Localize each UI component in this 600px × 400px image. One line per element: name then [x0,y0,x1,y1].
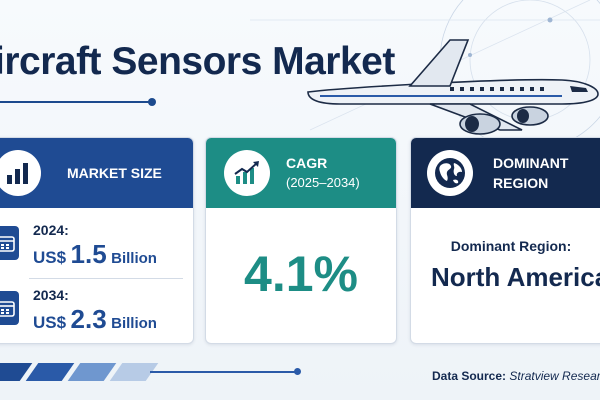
dominant-region-card: DOMINANT REGION Dominant Region: North A… [410,137,600,344]
value-number: 1.5 [70,239,107,269]
region-heading-line1: DOMINANT [493,155,569,171]
cagr-value: 4.1% [244,246,358,302]
globe-icon [427,150,473,196]
cagr-card: CAGR (2025–2034) 4.1% [205,137,397,344]
year-label: 2024: [33,222,69,238]
year-label: 2034: [33,287,69,303]
source-label: Data Source: [432,369,507,383]
region-label: Dominant Region: [450,238,572,254]
footer-line [150,371,296,373]
title-underline-dot [148,98,156,106]
market-size-row-2024: 2024: US$ 1.5 Billion [0,216,193,276]
region-heading-line2: REGION [493,175,549,191]
market-size-card: MARKET SIZE 2024: US$ 1.5 Billion [0,137,194,344]
cagr-heading-block: CAGR (2025–2034) [286,153,360,193]
market-size-header: MARKET SIZE [0,138,193,208]
row-divider [29,278,183,279]
cagr-header: CAGR (2025–2034) [206,138,396,208]
cagr-period: (2025–2034) [286,175,360,190]
cagr-heading: CAGR [286,155,328,171]
market-value: US$ 2.3 Billion [33,304,157,335]
calendar-icon [0,226,19,260]
dominant-region-header: DOMINANT REGION [411,138,600,208]
title-underline [0,101,152,103]
region-value: North America [431,262,600,292]
market-size-heading: MARKET SIZE [67,165,162,181]
footer-line-dot [294,368,301,375]
page-title: ircraft Sensors Market [0,40,395,83]
growth-chart-icon [224,150,270,196]
calendar-icon [0,291,19,325]
currency-label: US$ [33,313,67,332]
region-heading-block: DOMINANT REGION [493,153,568,193]
source-value: Stratview Research [509,369,600,383]
market-size-row-2034: 2034: US$ 2.3 Billion [0,281,193,341]
currency-label: US$ [33,248,67,267]
bar-chart-icon [0,150,41,196]
value-unit: Billion [111,315,157,332]
data-source: Data Source: Stratview Research [432,369,600,383]
market-value: US$ 1.5 Billion [33,239,157,270]
value-number: 2.3 [70,304,107,334]
airplane-icon [307,39,599,135]
value-unit: Billion [111,250,157,267]
